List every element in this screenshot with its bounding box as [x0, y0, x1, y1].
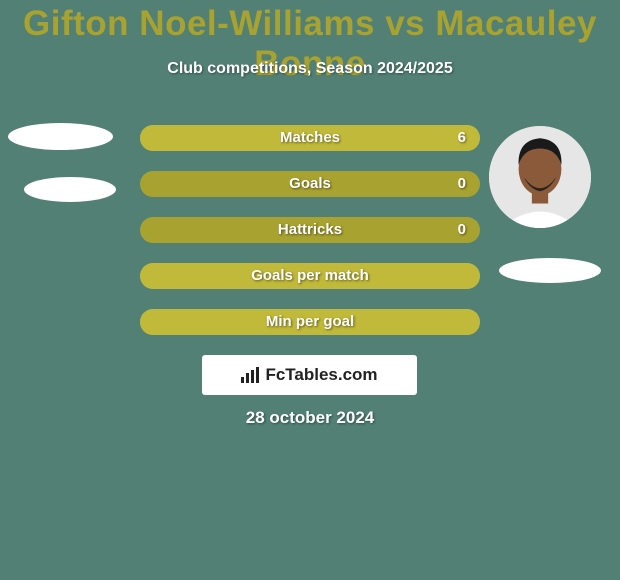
right-player-oval-1	[499, 258, 601, 283]
logo-text: FcTables.com	[265, 365, 377, 384]
stat-bar-label: Goals per match	[140, 263, 480, 289]
fctables-logo: FcTables.com	[202, 355, 417, 395]
left-player-oval-1	[8, 123, 113, 150]
infographic-canvas: Gifton Noel-Williams vs Macauley Bonne C…	[0, 0, 620, 580]
stat-bar: Min per goal	[140, 309, 480, 335]
stat-bar: Goals per match	[140, 263, 480, 289]
stat-bar-label: Matches	[140, 125, 480, 151]
bar-chart-icon	[241, 367, 261, 383]
stat-bar-value: 0	[458, 171, 466, 197]
stat-bar-value: 0	[458, 217, 466, 243]
stat-bar-value: 6	[458, 125, 466, 151]
stat-bar-label: Hattricks	[140, 217, 480, 243]
subtitle: Club competitions, Season 2024/2025	[0, 60, 620, 78]
stat-bar: Goals0	[140, 171, 480, 197]
left-player-oval-2	[24, 177, 116, 202]
stat-bar: Matches6	[140, 125, 480, 151]
right-player-avatar	[489, 126, 591, 228]
date-text: 28 october 2024	[0, 408, 620, 428]
stat-bar-label: Goals	[140, 171, 480, 197]
stat-bar: Hattricks0	[140, 217, 480, 243]
stat-bar-label: Min per goal	[140, 309, 480, 335]
